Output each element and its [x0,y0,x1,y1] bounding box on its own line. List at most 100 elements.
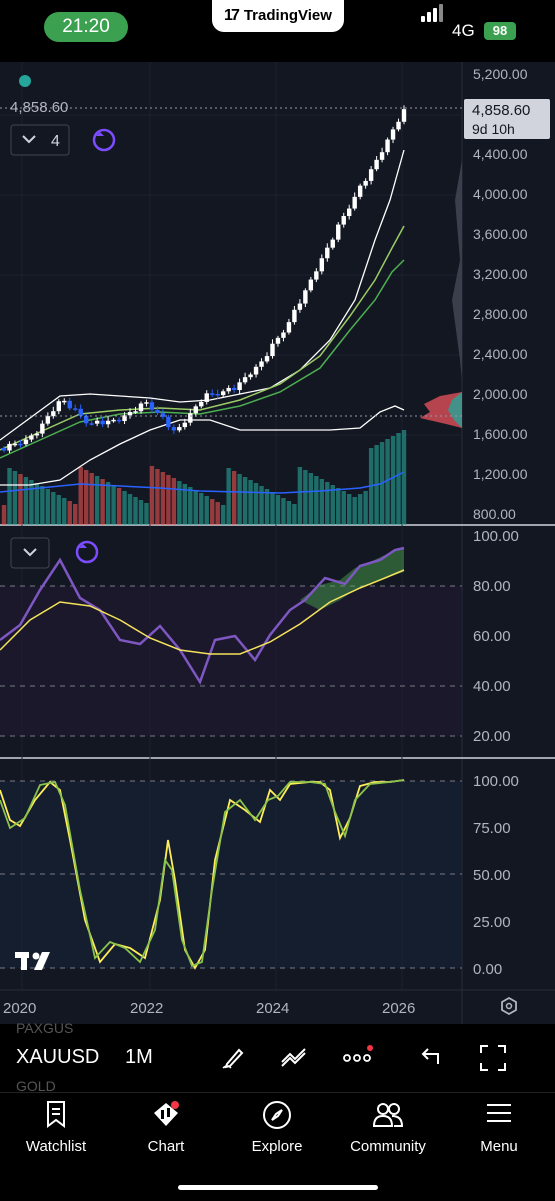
candle-body [242,377,248,383]
price-tag [464,99,550,139]
volume-bar [56,495,61,525]
candle-body [1,448,7,451]
price-tick-label: 2,400.00 [473,346,528,362]
bookmark-icon [6,1100,106,1134]
replay-icon[interactable] [92,128,116,152]
rsi-axis[interactable]: 100.00 80.00 60.00 40.00 20.00 [473,528,519,745]
candle-body [308,279,314,291]
candle-body [100,420,105,425]
candle-body [357,185,363,197]
volume-bar [89,473,94,525]
stoch-tick-label: 50.00 [473,867,511,884]
interval-selector[interactable]: 1M [125,1046,153,1068]
volume-bar [166,475,171,525]
candle-body [122,415,127,422]
volume-bar [270,492,275,525]
chart-area[interactable]: 5,200.004,800.004,400.004,000.003,600.00… [0,62,555,1024]
symbol-selector[interactable]: XAUUSD [16,1046,100,1068]
volume-bar [396,433,401,525]
volume-bar [341,491,346,525]
app-banner[interactable]: 17 TradingView [212,0,344,32]
rsi-tick-label: 100.00 [473,528,519,545]
price-tick-label: 5,200.00 [473,66,528,82]
candle-body [171,427,177,431]
candle-body [127,412,133,416]
symbol-below[interactable]: GOLD [16,1078,56,1094]
draw-icon[interactable] [220,1044,248,1072]
chart-toolbar [0,1024,555,1092]
price-tick-label: 2,800.00 [473,306,528,322]
candle-body [177,427,182,431]
tab-explore[interactable]: Explore [227,1100,327,1155]
volume-bar [363,491,368,525]
price-axis[interactable]: 5,200.004,800.004,400.004,000.003,600.00… [473,66,528,522]
volume-bar [319,479,325,525]
tab-menu[interactable]: Menu [449,1100,549,1155]
volume-bar [204,496,209,525]
candle-body [182,422,188,428]
tab-chart[interactable]: Chart [116,1100,216,1155]
rsi-pane[interactable] [0,546,462,737]
volume-bar [303,470,308,525]
volume-bar [12,471,18,525]
undo-icon[interactable] [417,1044,445,1072]
candle-body [297,303,303,310]
fullscreen-icon[interactable] [479,1044,507,1072]
volume-bar [390,436,396,525]
stoch-axis[interactable]: 100.00 75.00 50.00 25.00 0.00 [473,773,519,978]
candle-body [29,435,34,440]
candle-body [319,258,325,272]
tab-community[interactable]: Community [338,1100,438,1155]
price-tick-label: 3,200.00 [473,266,528,282]
chart-svg[interactable]: 5,200.004,800.004,400.004,000.003,600.00… [0,62,555,1024]
rsi-tick-label: 60.00 [473,628,511,645]
volume-bar [29,480,34,525]
volume-bar [347,494,352,525]
ema-line-1 [0,259,405,459]
rsi-tick-label: 40.00 [473,678,511,695]
time-tick-label: 2024 [256,1000,289,1017]
volume-ma-line [0,471,405,494]
volume-bar [248,480,253,525]
market-status-icon[interactable] [19,75,31,87]
candle-body [264,356,270,362]
tab-label: Watchlist [25,1138,87,1155]
chart-icon [116,1100,216,1134]
candle-body [199,401,204,407]
volume-bar [188,487,193,525]
time-axis[interactable]: 2020 2022 2024 2026 [3,1000,415,1017]
chart-settings-icon[interactable] [501,996,517,1016]
price-tick-label: 4,000.00 [473,186,528,202]
volume-bar [215,502,220,525]
price-tick-label: 2,000.00 [473,386,528,402]
volume-bar [40,486,45,525]
volume-bar [199,493,204,525]
symbol-above[interactable]: PAXGUS [16,1020,74,1036]
indicators-icon[interactable] [280,1044,308,1072]
candle-body [226,387,231,392]
volume-bar [275,495,281,525]
price-tick-label: 3,600.00 [473,226,528,242]
price-tick-label: 1,600.00 [473,426,528,442]
more-icon[interactable] [343,1044,373,1072]
candle-body [62,400,67,403]
time-tick-label: 2020 [3,1000,36,1017]
indicators-toggle[interactable] [10,124,70,156]
stoch-pane[interactable] [0,779,462,970]
candle-body [188,413,193,423]
volume-bar [127,494,133,525]
chevron-down-icon [23,548,37,557]
tab-watchlist[interactable]: Watchlist [6,1100,106,1155]
candle-body [292,309,297,323]
volume-bar [155,469,160,525]
rsi-collapse-button[interactable] [10,537,50,569]
volume-bar [116,488,122,525]
candle-body [347,208,352,217]
rsi-replay-icon[interactable] [75,540,99,564]
candle-body [78,408,83,416]
volume-bar [111,485,116,525]
home-indicator[interactable] [178,1185,378,1190]
volume-profile [420,160,462,428]
time-tick-label: 2022 [130,1000,163,1017]
candle-body [34,433,40,436]
